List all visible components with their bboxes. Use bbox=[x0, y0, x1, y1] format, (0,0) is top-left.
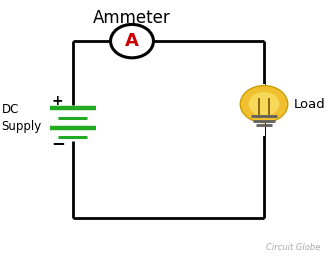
Text: Load: Load bbox=[294, 98, 325, 111]
Text: −: − bbox=[51, 134, 65, 152]
Text: Ammeter: Ammeter bbox=[93, 9, 171, 27]
Text: DC
Supply: DC Supply bbox=[2, 103, 42, 133]
Bar bbox=[263, 84, 265, 136]
Text: Circuit Globe: Circuit Globe bbox=[266, 243, 320, 252]
Circle shape bbox=[111, 24, 153, 58]
Text: A: A bbox=[125, 32, 139, 50]
Circle shape bbox=[240, 86, 288, 123]
Text: +: + bbox=[52, 94, 64, 108]
Circle shape bbox=[248, 92, 280, 116]
